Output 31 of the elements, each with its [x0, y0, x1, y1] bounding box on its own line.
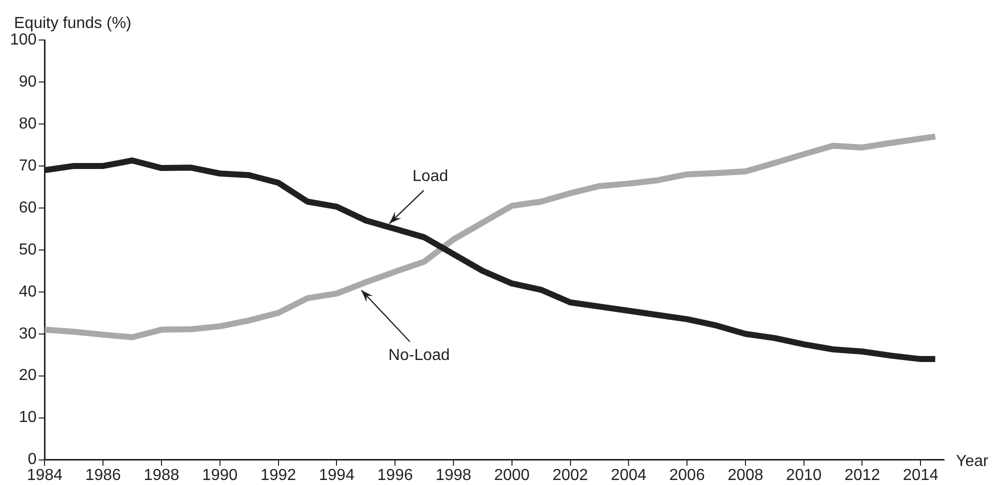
x-tick-label: 2008 — [728, 466, 764, 484]
x-tick-label: 2012 — [844, 466, 880, 484]
y-axis-title: Equity funds (%) — [14, 15, 132, 32]
y-tick-label: 10 — [18, 409, 37, 426]
x-tick-label: 2014 — [902, 466, 939, 484]
x-tick-label: 2010 — [786, 466, 822, 484]
text: Load — [412, 168, 448, 185]
x-tick-label: 1992 — [260, 466, 296, 484]
y-tick-label: 90 — [18, 73, 37, 90]
x-tick-label: 2004 — [610, 466, 647, 484]
y-tick-label: 0 — [28, 451, 37, 468]
y-tick-label: 50 — [18, 241, 37, 258]
x-tick-label: 1986 — [85, 466, 121, 484]
x-tick-label: 1994 — [318, 466, 355, 484]
x-axis-title: Year — [956, 453, 989, 470]
y-tick-label: 60 — [18, 199, 37, 216]
x-tick-label: 1988 — [144, 466, 180, 484]
x-tick-label: 2002 — [552, 466, 588, 484]
y-tick-label: 30 — [18, 325, 37, 342]
x-tick-label: 1998 — [436, 466, 472, 484]
x-tick-label: 1984 — [26, 466, 63, 484]
x-tick-label: 2006 — [669, 466, 705, 484]
y-tick-label: 80 — [18, 115, 37, 132]
y-tick-label: 20 — [18, 367, 37, 384]
y-tick-label: 70 — [18, 157, 37, 174]
x-tick-label: 2000 — [494, 466, 530, 484]
x-tick-label: 1996 — [377, 466, 413, 484]
y-tick-label: 40 — [18, 283, 37, 300]
x-tick-label: 1990 — [202, 466, 238, 484]
text: No-Load — [388, 347, 450, 364]
y-tick-label: 100 — [10, 31, 37, 48]
